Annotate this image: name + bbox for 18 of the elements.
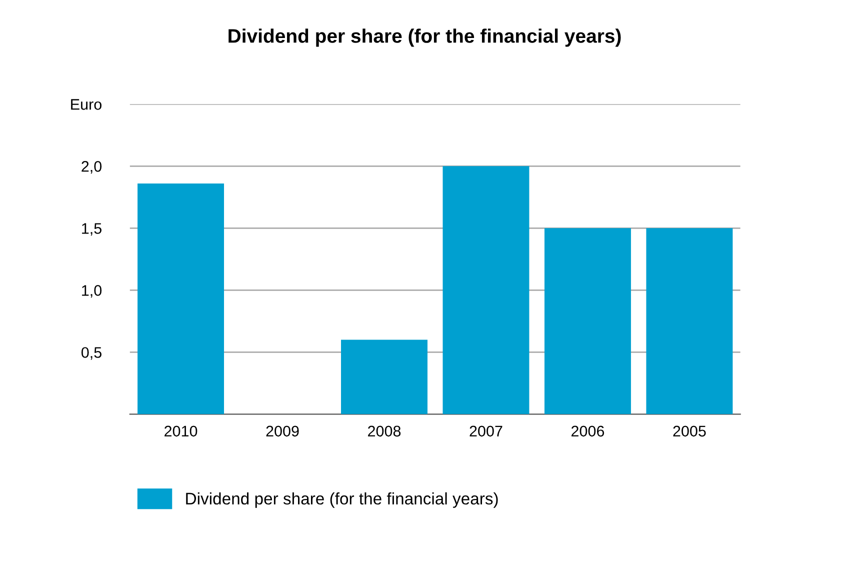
bar — [341, 340, 428, 414]
x-tick-label: 2006 — [571, 426, 604, 437]
x-tick-label: 2007 — [470, 426, 502, 437]
x-tick-label: 2005 — [673, 426, 706, 437]
bar — [646, 228, 733, 414]
y-tick-label: 1,5 — [82, 223, 102, 236]
y-tick-label: 1,0 — [82, 285, 102, 298]
y-tick-label: 0,5 — [81, 347, 102, 360]
bar — [442, 166, 530, 414]
x-tick-label: 2009 — [266, 426, 299, 437]
chart-title: Dividend per share (for the financial years) — [228, 28, 621, 47]
x-tick-label: 2010 — [164, 426, 198, 437]
x-tick-label: 2008 — [368, 426, 401, 437]
y-tick-label: Euro — [71, 99, 102, 110]
y-tick-label: 2,0 — [82, 161, 102, 174]
bar — [138, 184, 224, 414]
legend-label: Dividend per share (for the financial years) — [186, 492, 498, 508]
bar — [544, 228, 631, 414]
